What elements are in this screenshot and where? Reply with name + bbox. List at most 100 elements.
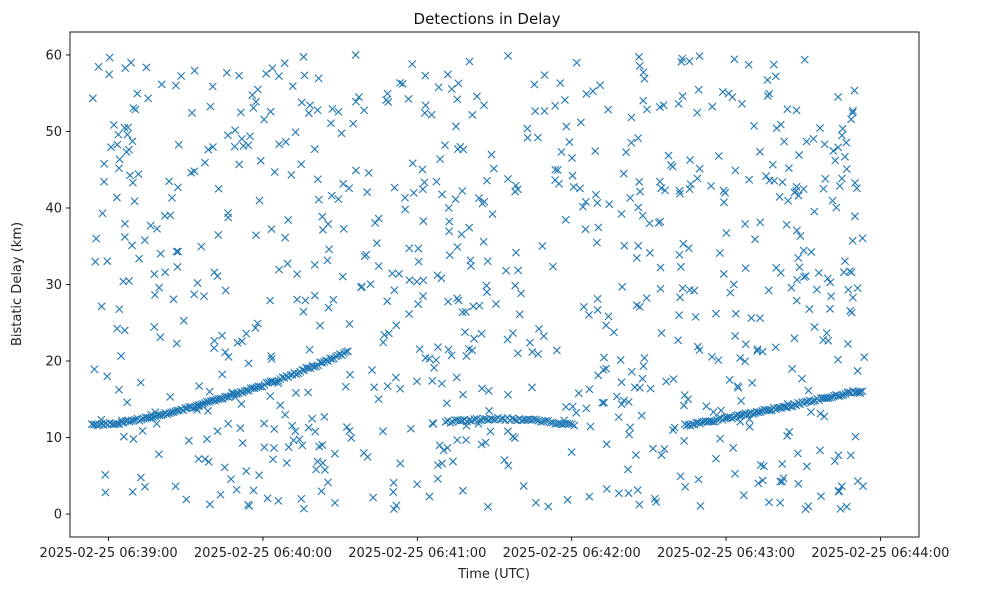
data-point xyxy=(565,419,574,428)
data-point xyxy=(428,376,437,385)
x-tick-label-2: 2025-02-25 06:41:00 xyxy=(348,546,486,561)
data-point xyxy=(405,244,414,253)
data-point xyxy=(695,52,704,61)
data-point xyxy=(188,108,196,117)
data-point xyxy=(544,502,553,511)
data-point xyxy=(479,237,488,246)
data-point xyxy=(115,164,124,173)
data-point xyxy=(113,140,122,149)
data-point xyxy=(674,336,683,345)
data-point xyxy=(657,451,666,460)
data-point xyxy=(453,145,462,154)
data-point xyxy=(504,461,513,470)
data-point xyxy=(840,257,849,266)
data-point xyxy=(152,224,161,233)
data-point xyxy=(166,211,175,220)
data-point xyxy=(541,416,550,425)
data-point xyxy=(756,314,765,323)
data-point xyxy=(836,504,845,513)
data-point xyxy=(539,332,548,341)
data-point xyxy=(256,156,265,165)
data-point xyxy=(540,106,549,115)
data-point xyxy=(624,465,633,474)
data-point xyxy=(635,177,644,186)
data-point xyxy=(552,346,561,355)
data-point xyxy=(447,85,456,93)
data-point xyxy=(570,421,579,430)
data-point xyxy=(408,159,417,168)
data-point xyxy=(119,432,128,441)
data-point xyxy=(640,354,649,363)
data-point xyxy=(560,96,569,105)
x-tick-label-0: 2025-02-25 06:39:00 xyxy=(40,546,178,561)
y-tick-label-0: 0 xyxy=(54,508,62,523)
data-point xyxy=(528,383,537,392)
data-point xyxy=(120,123,129,132)
data-point xyxy=(567,420,576,429)
data-point xyxy=(105,53,114,62)
data-point xyxy=(483,288,491,297)
data-point xyxy=(297,98,306,107)
data-point xyxy=(834,487,843,496)
data-point xyxy=(341,347,350,356)
data-point xyxy=(292,370,301,379)
data-point xyxy=(419,276,428,285)
data-point xyxy=(131,105,140,114)
data-point xyxy=(799,246,808,255)
data-point xyxy=(443,70,452,79)
data-point xyxy=(775,192,784,201)
data-point xyxy=(823,274,832,283)
data-point xyxy=(284,443,293,452)
data-point xyxy=(390,286,399,295)
data-point xyxy=(850,212,859,221)
data-point xyxy=(771,72,780,81)
data-point xyxy=(638,211,647,220)
data-point xyxy=(452,373,461,382)
data-point xyxy=(677,57,686,66)
data-point xyxy=(834,92,843,101)
data-point xyxy=(126,171,134,180)
data-point xyxy=(276,401,285,410)
data-point xyxy=(133,89,142,98)
data-point xyxy=(470,334,479,343)
data-point xyxy=(275,140,284,149)
data-point xyxy=(268,455,277,464)
data-point xyxy=(260,419,269,428)
data-point xyxy=(563,495,572,504)
data-point xyxy=(602,321,611,330)
data-point xyxy=(347,433,356,442)
data-point xyxy=(127,58,136,67)
data-point xyxy=(486,427,495,436)
data-point xyxy=(434,83,443,92)
data-point xyxy=(174,247,183,256)
data-point xyxy=(750,121,759,130)
data-point xyxy=(513,185,522,194)
data-point xyxy=(562,122,571,131)
data-point xyxy=(585,385,594,394)
data-point xyxy=(614,413,623,422)
data-point xyxy=(374,214,383,223)
data-point xyxy=(614,489,623,498)
data-point xyxy=(115,155,124,164)
data-point xyxy=(626,193,635,202)
data-point xyxy=(792,186,801,195)
data-point xyxy=(556,79,565,88)
data-point xyxy=(421,71,430,80)
data-point xyxy=(731,166,740,175)
data-point xyxy=(288,421,297,430)
data-point xyxy=(409,188,418,197)
data-point xyxy=(465,345,473,354)
data-point xyxy=(246,132,255,141)
data-point xyxy=(754,479,763,488)
data-point xyxy=(685,57,694,66)
y-tick-label-4: 40 xyxy=(45,201,62,216)
data-point xyxy=(90,365,99,374)
data-point xyxy=(342,423,351,432)
data-point xyxy=(237,134,246,143)
data-point xyxy=(833,355,842,364)
data-point xyxy=(171,482,180,491)
data-point xyxy=(819,184,828,193)
data-point xyxy=(272,377,281,386)
data-point xyxy=(600,398,609,407)
data-point xyxy=(427,110,436,119)
